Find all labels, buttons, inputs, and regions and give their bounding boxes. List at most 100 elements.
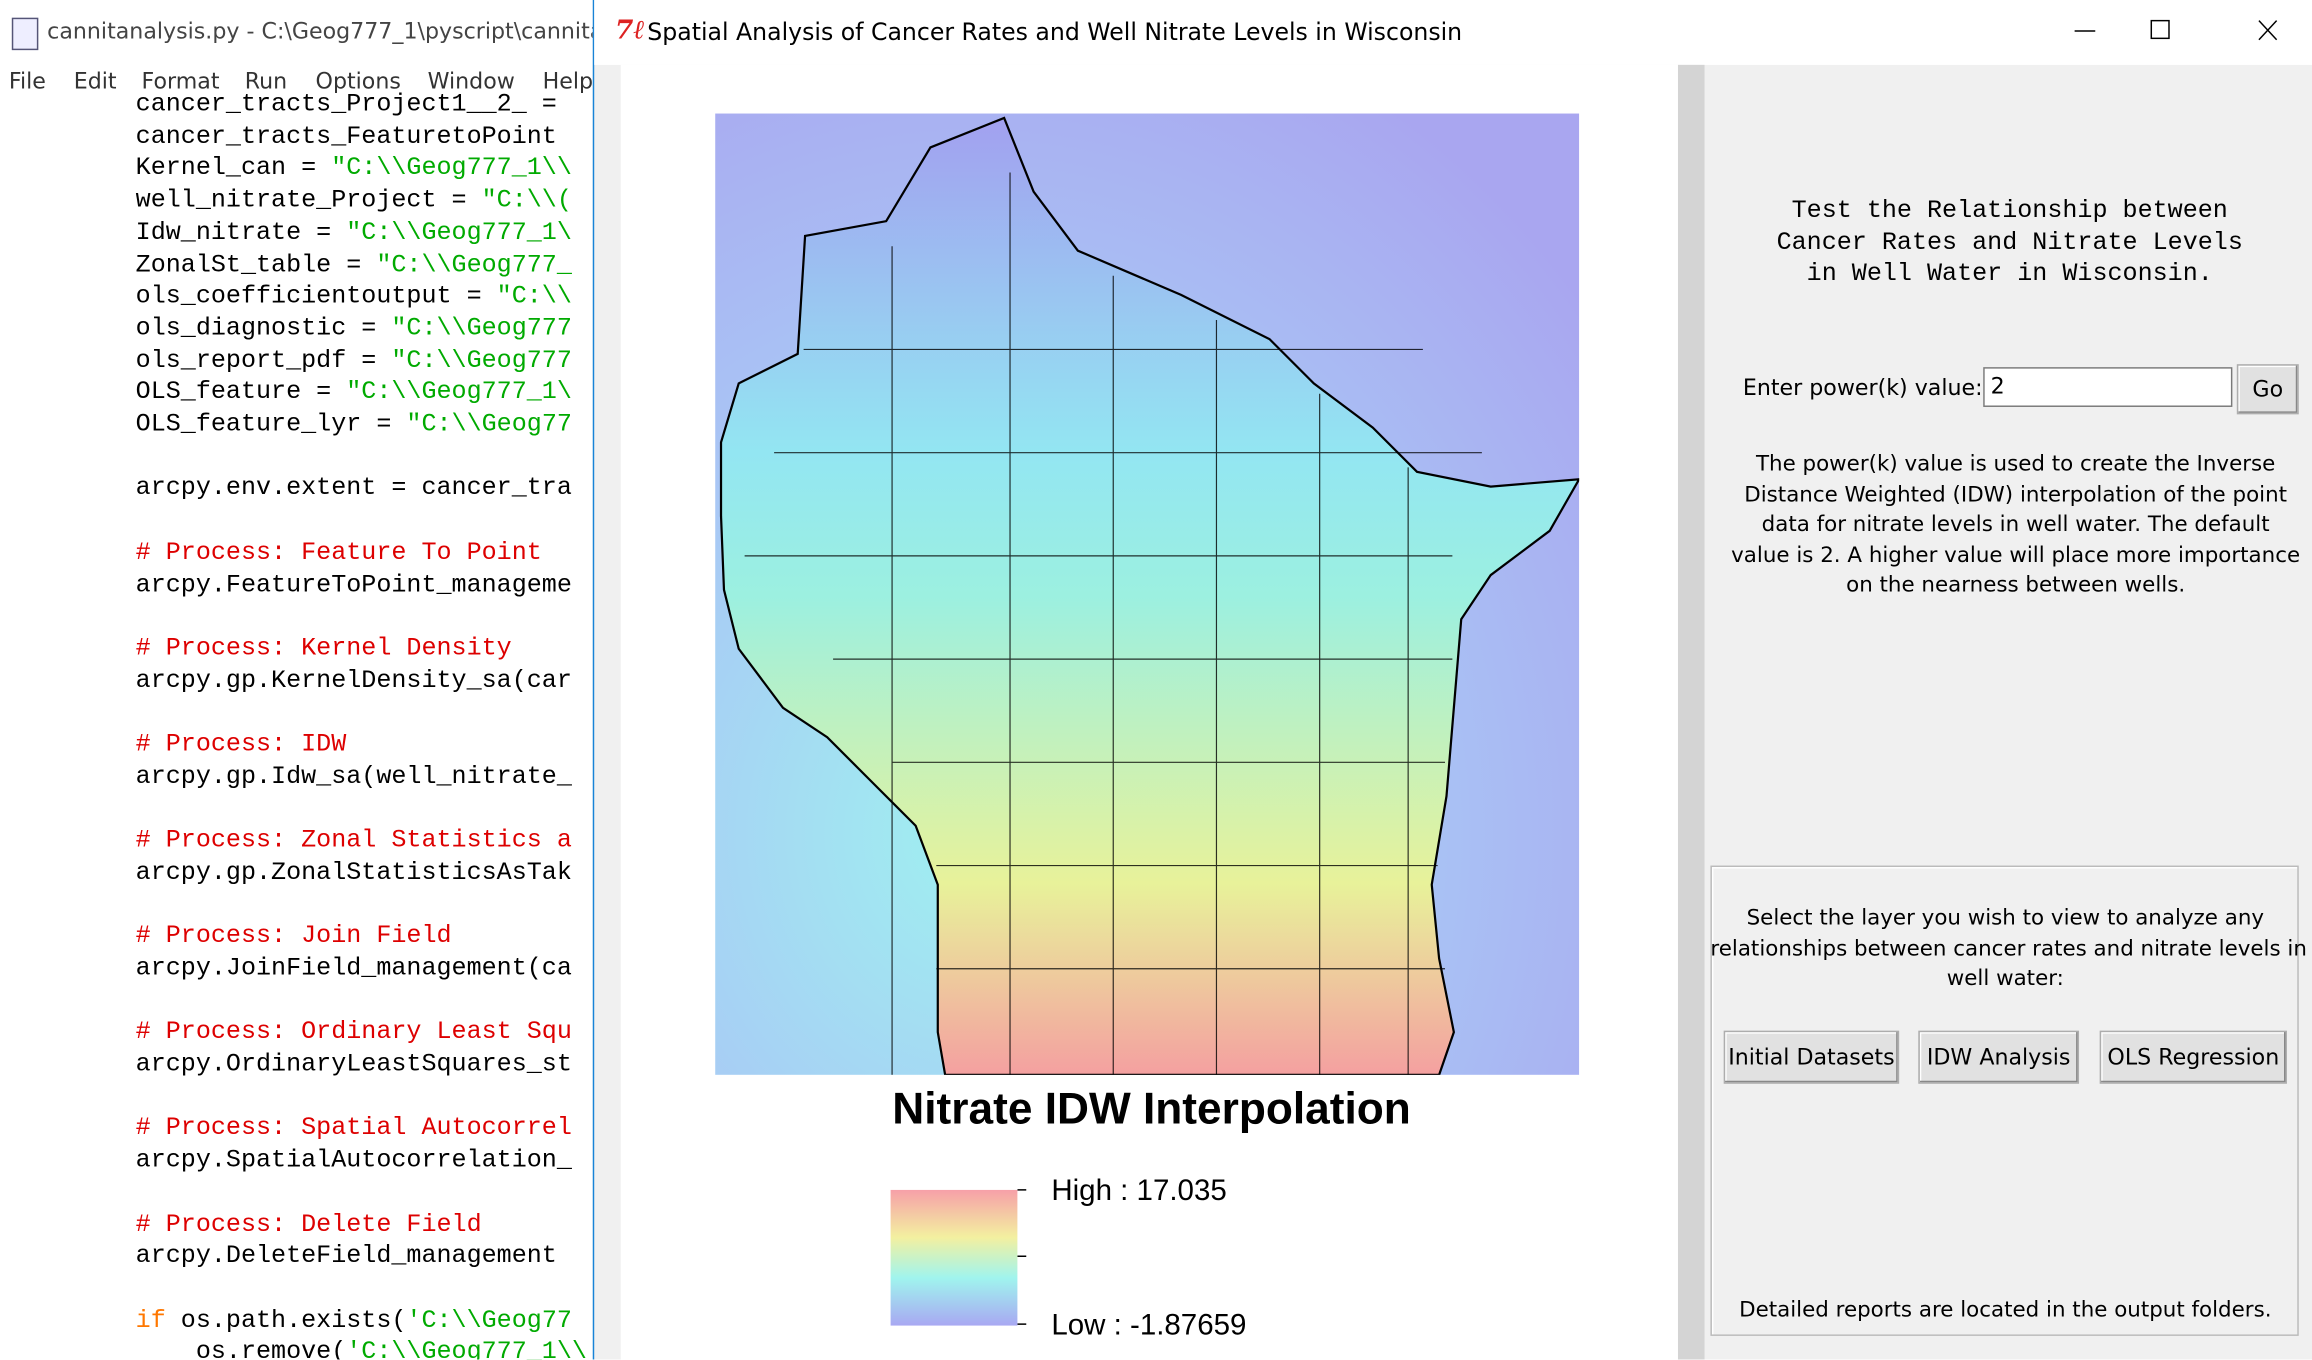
code-line: # Process: IDW xyxy=(136,731,347,763)
code-token: os.remove( xyxy=(135,1339,347,1360)
code-token: arcpy.JoinField_management(ca xyxy=(135,955,572,984)
code-token: # Process: Ordinary Least Squ xyxy=(135,1019,572,1048)
code-token: Idw_nitrate = xyxy=(135,219,347,248)
code-token: "C:\\Geog777 xyxy=(391,315,572,344)
tk-icon: 7ℓ xyxy=(614,14,645,46)
code-line: arcpy.FeatureToPoint_manageme xyxy=(136,571,572,603)
legend-low: Low : -1.87659 xyxy=(1051,1309,1247,1342)
code-line: arcpy.SpatialAutocorrelation_ xyxy=(136,1147,572,1179)
code-token: OLS_feature = xyxy=(135,379,347,408)
layer-button[interactable]: OLS Regression xyxy=(2099,1030,2287,1084)
code-line: ols_diagnostic = "C:\\Geog777 xyxy=(136,315,572,347)
legend-ramp xyxy=(890,1189,1018,1326)
code-line: # Process: Ordinary Least Squ xyxy=(136,1019,572,1051)
menu-item[interactable]: Options xyxy=(315,67,401,95)
code-line: arcpy.gp.KernelDensity_sa(car xyxy=(136,667,572,699)
window-controls[interactable] xyxy=(2054,0,2312,65)
power-input[interactable]: 2 xyxy=(1983,367,2233,407)
code-area: cancer_tracts_Project1__2_ = cancer_tract… xyxy=(136,91,593,1359)
code-token: ZonalSt_table = xyxy=(135,251,377,280)
description-line: Distance Weighted (IDW) interpolation of… xyxy=(1744,482,2288,507)
code-line: arcpy.DeleteField_management xyxy=(136,1243,557,1275)
code-token: "C:\\Geog777_1\\ xyxy=(331,155,572,184)
code-line: arcpy.JoinField_management(ca xyxy=(136,955,572,987)
code-token: arcpy.OrdinaryLeastSquares_st xyxy=(135,1051,572,1080)
code-token: os.path.exists( xyxy=(165,1307,407,1336)
menu-item[interactable]: Format xyxy=(141,67,220,95)
code-line: # Process: Zonal Statistics a xyxy=(136,827,572,859)
code-token: # Process: Feature To Point xyxy=(135,539,542,568)
code-token: "C:\\Geog777 xyxy=(391,347,572,376)
description-line: value is 2. A higher value will place mo… xyxy=(1731,543,2301,567)
heading-line: Cancer Rates and Nitrate Levels xyxy=(1776,229,2243,258)
code-line: OLS_feature = "C:\\Geog777_1\ xyxy=(136,379,572,411)
code-token: arcpy.DeleteField_management xyxy=(135,1243,557,1272)
description: The power(k) value is used to create the… xyxy=(1721,450,2311,601)
code-line: OLS_feature_lyr = "C:\\Geog77 xyxy=(136,411,572,443)
layer-button[interactable]: Initial Datasets xyxy=(1723,1030,1900,1084)
code-line: Kernel_can = "C:\\Geog777_1\\ xyxy=(136,155,572,187)
description-line: data for nitrate levels in well water. T… xyxy=(1761,513,2270,537)
code-line: # Process: Spatial Autocorrel xyxy=(136,1115,572,1147)
code-line: arcpy.OrdinaryLeastSquares_st xyxy=(136,1051,572,1083)
code-line: arcpy.gp.ZonalStatisticsAsTak xyxy=(136,859,572,891)
code-line: # Process: Feature To Point xyxy=(136,539,542,571)
code-token: ols_diagnostic = xyxy=(135,315,392,344)
code-token: cancer_tracts_FeaturetoPoint xyxy=(135,123,557,152)
code-token: # Process: Kernel Density xyxy=(135,635,512,664)
code-token: "C:\\Geog777_1\ xyxy=(346,379,572,408)
power-label: Enter power(k) value: xyxy=(1742,374,1983,402)
code-token: 'C:\\Geog77 xyxy=(406,1307,572,1336)
code-line: arcpy.gp.Idw_sa(well_nitrate_ xyxy=(136,763,572,795)
layer-button[interactable]: IDW Analysis xyxy=(1918,1030,2080,1084)
code-line: os.remove('C:\\Geog777_1\\ xyxy=(136,1339,587,1359)
go-button[interactable]: Go xyxy=(2236,364,2299,415)
code-token: # Process: Spatial Autocorrel xyxy=(135,1115,572,1144)
menu-item[interactable]: Run xyxy=(244,67,288,95)
menu-item[interactable]: File xyxy=(8,67,46,95)
code-token: arcpy.FeatureToPoint_manageme xyxy=(135,571,572,600)
heading-line: in Well Water in Wisconsin. xyxy=(1806,260,2213,290)
code-line: arcpy.env.extent = cancer_tra xyxy=(136,475,572,507)
title-bar: 7ℓ Spatial Analysis of Cancer Rates and … xyxy=(594,0,2312,65)
code-line: ols_coefficientoutput = "C:\\ xyxy=(136,283,572,315)
select-line: well water: xyxy=(1946,967,2064,991)
menu-item[interactable]: Help xyxy=(542,67,593,95)
code-token: "C:\\Geog777_1\ xyxy=(346,219,572,248)
code-line: ols_report_pdf = "C:\\Geog777 xyxy=(136,347,572,379)
code-token: arcpy.SpatialAutocorrelation_ xyxy=(135,1147,572,1176)
code-token: if xyxy=(135,1307,166,1336)
file-icon xyxy=(11,17,39,51)
menu-item[interactable]: Edit xyxy=(73,67,117,95)
legend-ticks xyxy=(1017,1189,1027,1325)
code-token: # Process: IDW xyxy=(135,731,347,760)
description-line: on the nearness between wells. xyxy=(1846,573,2186,598)
window-title: Spatial Analysis of Cancer Rates and Wel… xyxy=(647,17,1463,46)
code-token: arcpy.gp.ZonalStatisticsAsTak xyxy=(135,859,572,888)
code-token: well_nitrate_Project = xyxy=(135,187,482,216)
code-token: "C:\\ xyxy=(496,283,572,312)
heading-line: Test the Relationship between xyxy=(1791,197,2228,226)
code-token: 'C:\\Geog777_1\\ xyxy=(346,1339,587,1360)
code-line: # Process: Kernel Density xyxy=(136,635,512,667)
code-token: "C:\\( xyxy=(481,187,572,216)
code-line: Idw_nitrate = "C:\\Geog777_1\ xyxy=(136,219,572,251)
code-token: arcpy.gp.KernelDensity_sa(car xyxy=(135,667,572,696)
code-token: # Process: Join Field xyxy=(135,923,452,952)
code-token: ols_coefficientoutput = xyxy=(135,283,497,312)
code-line: well_nitrate_Project = "C:\\( xyxy=(136,187,572,219)
layer-group xyxy=(1710,865,2299,1336)
menu-item[interactable]: Window xyxy=(427,67,515,95)
code-token: # Process: Delete Field xyxy=(135,1211,482,1240)
select-line: Select the layer you wish to view to ana… xyxy=(1746,906,2265,931)
code-line: cancer_tracts_FeaturetoPoint xyxy=(136,123,557,155)
code-token: # Process: Zonal Statistics a xyxy=(135,827,572,856)
code-token: "C:\\Geog777_ xyxy=(376,251,572,280)
code-line: # Process: Delete Field xyxy=(136,1211,482,1243)
editor-title: cannitanalysis.py - C:\Geog777_1\pyscrip… xyxy=(47,17,593,45)
editor-window: cannitanalysis.py - C:\Geog777_1\pyscrip… xyxy=(0,0,593,1360)
menu-bar: File Edit Format Run Options Window Help xyxy=(0,65,593,97)
code-token: "C:\\Geog77 xyxy=(406,411,572,440)
app-window: 7ℓ Spatial Analysis of Cancer Rates and … xyxy=(592,0,2312,1360)
separator xyxy=(1677,64,1705,1360)
